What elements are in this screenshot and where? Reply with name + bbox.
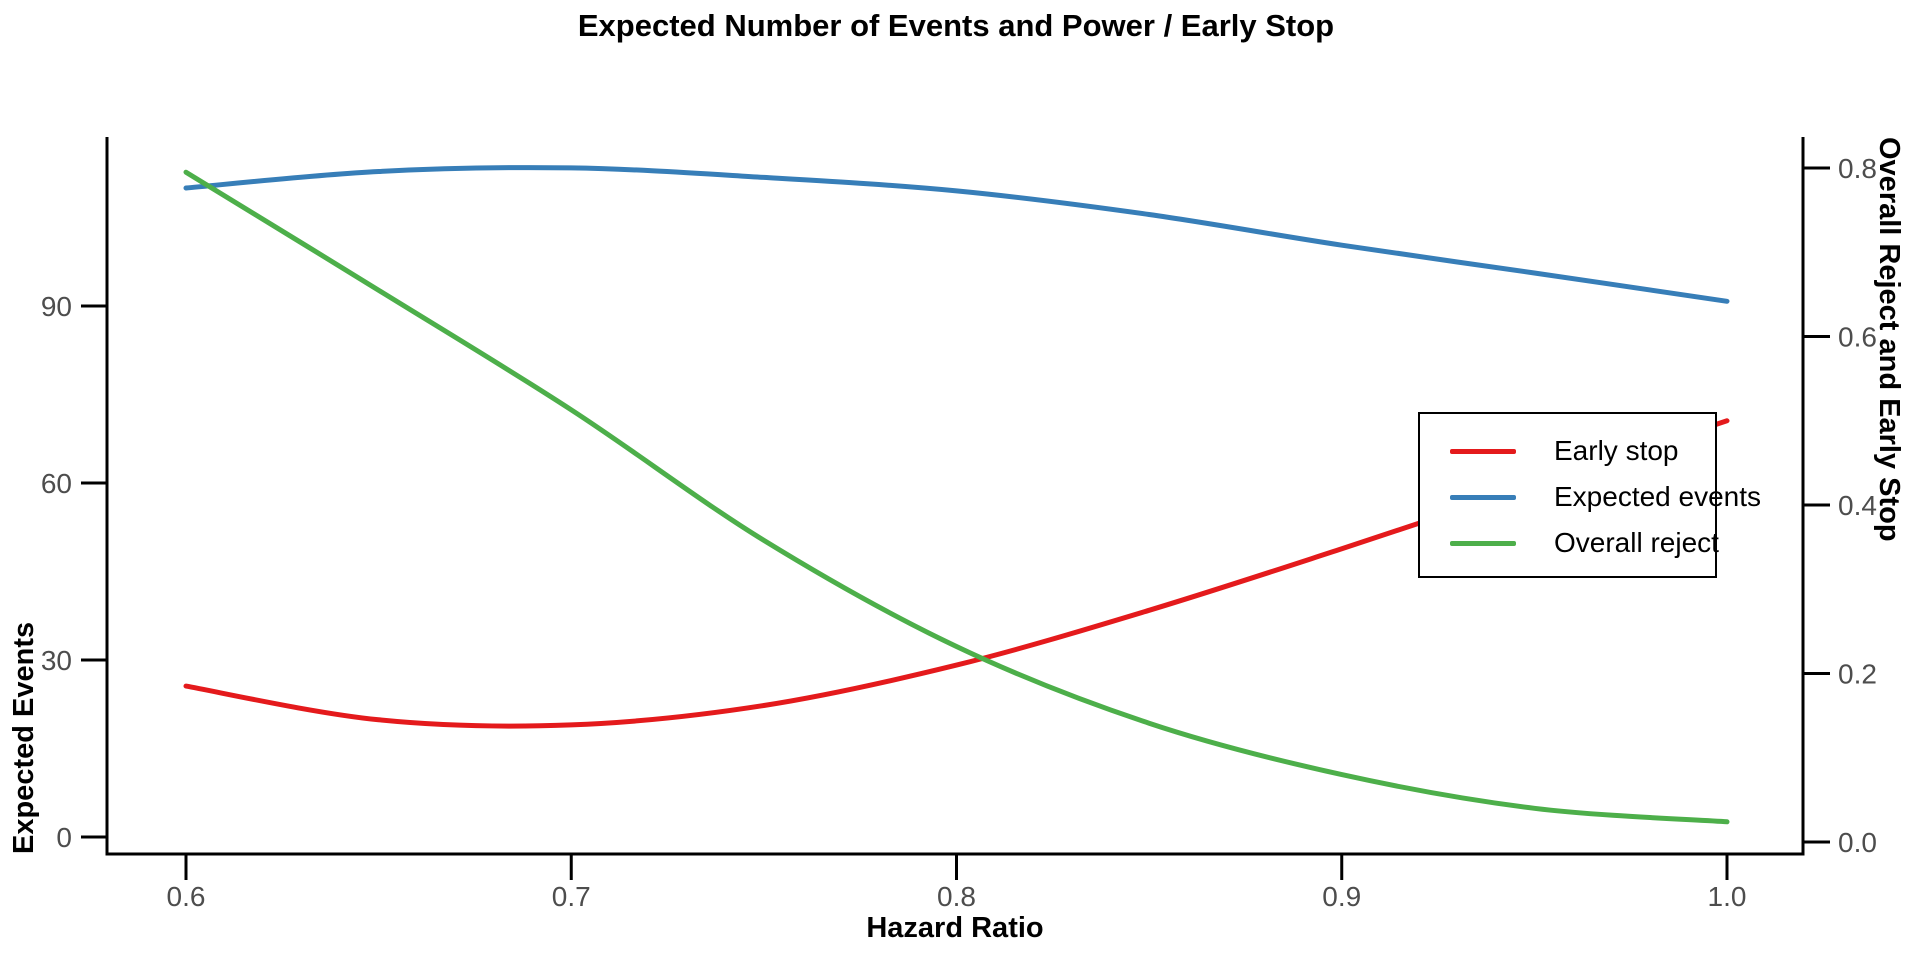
x-axis-tick-label: 1.0 xyxy=(1708,881,1747,912)
left-axis-title: Expected Events xyxy=(8,621,40,854)
series-line-overall-reject xyxy=(183,169,1730,825)
right-axis-tick-label: 0.8 xyxy=(1838,153,1877,184)
legend-label-early-stop: Early stop xyxy=(1554,435,1679,466)
legend-item-overall-reject: Overall reject xyxy=(1420,520,1719,566)
right-axis-tick-label: 0.4 xyxy=(1838,490,1877,521)
legend: Early stop Expected events Overall rejec… xyxy=(1418,412,1761,578)
legend-item-expected-events: Expected events xyxy=(1420,474,1761,520)
chart-title: Expected Number of Events and Power / Ea… xyxy=(577,8,1335,43)
legend-line-sample-early-stop xyxy=(1450,448,1516,454)
right-axis-tick-label: 0.2 xyxy=(1838,658,1877,689)
x-axis-tick-label: 0.9 xyxy=(1322,881,1361,912)
x-axis-title: Hazard Ratio xyxy=(866,912,1044,944)
legend-item-early-stop: Early stop xyxy=(1420,428,1715,474)
x-axis-tick-label: 0.8 xyxy=(937,881,976,912)
right-axis-title: Overall Reject and Early Stop xyxy=(1873,137,1905,542)
right-axis-tick-label: 0.6 xyxy=(1838,321,1877,352)
right-axis-tick-label: 0.0 xyxy=(1838,827,1877,858)
left-axis-tick-label: 0 xyxy=(56,822,72,853)
left-axis-tick-label: 30 xyxy=(41,645,72,676)
legend-line-sample-overall-reject xyxy=(1450,540,1516,546)
series-line-expected-events xyxy=(183,165,1730,304)
x-axis-tick-label: 0.6 xyxy=(167,881,206,912)
x-axis-tick-label: 0.7 xyxy=(552,881,591,912)
left-axis-tick-label: 60 xyxy=(41,468,72,499)
legend-label-expected-events: Expected events xyxy=(1554,481,1762,512)
legend-label-overall-reject: Overall reject xyxy=(1554,527,1719,558)
legend-line-sample-expected-events xyxy=(1450,494,1516,500)
left-axis-tick-label: 90 xyxy=(41,291,72,322)
